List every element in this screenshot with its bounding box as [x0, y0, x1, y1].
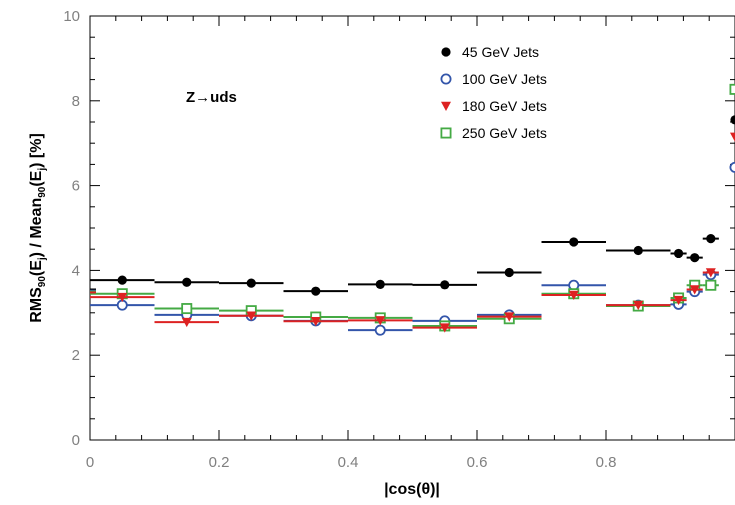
data-point: [673, 248, 684, 259]
series-0: [90, 115, 735, 296]
data-point: [246, 311, 257, 321]
data-point: [117, 275, 127, 285]
series-2: [90, 132, 735, 333]
y-tick-label: 8: [72, 93, 80, 110]
legend-label: 100 GeV Jets: [462, 71, 547, 87]
data-point: [375, 316, 386, 326]
data-point: [181, 303, 193, 315]
x-tick-label: 0.6: [467, 454, 488, 471]
data-point: [706, 234, 716, 244]
data-point: [182, 277, 192, 287]
legend-marker: [441, 47, 451, 57]
data-point: [730, 115, 735, 125]
data-point: [246, 278, 256, 288]
legend-label: 250 GeV Jets: [462, 125, 547, 141]
y-tick-label: 10: [63, 8, 80, 25]
data-point: [568, 290, 579, 300]
plot-frame: [89, 15, 735, 441]
data-point: [439, 323, 450, 333]
data-point: [729, 83, 735, 95]
data-point: [730, 132, 735, 142]
plot-annotation: Z→uds: [186, 89, 237, 106]
data-point: [673, 295, 684, 306]
data-point: [311, 286, 321, 296]
x-tick-label: 0.4: [338, 454, 359, 471]
data-point: [374, 324, 386, 336]
data-point: [504, 312, 515, 322]
legend: 45 GeV Jets 100 GeV Jets 180 GeV Jets 250 G…: [440, 44, 547, 141]
legend-marker: [441, 101, 451, 111]
data-point: [705, 279, 717, 291]
data-point: [375, 279, 385, 289]
data-point: [633, 300, 644, 311]
y-axis-title: RMS90(Ej) / Mean90(Ej) [%]: [28, 133, 48, 323]
y-tick-label: 2: [72, 347, 80, 364]
data-point: [310, 317, 321, 327]
marks-layer: [90, 83, 735, 336]
data-point: [705, 268, 716, 278]
series-3: [90, 83, 735, 332]
x-axis-title: |cos(θ)|: [384, 481, 440, 498]
data-point: [690, 253, 700, 263]
ticks-layer: 0 2 4 6 8 10 0 0.2 0.4 0.6 0.8: [63, 8, 735, 471]
y-tick-label: 4: [72, 262, 80, 279]
legend-marker: [440, 73, 452, 85]
data-point: [181, 317, 192, 328]
x-tick-label: 0.2: [209, 454, 230, 471]
data-point: [689, 285, 700, 295]
data-point: [729, 161, 735, 173]
x-tick-label: 0.8: [596, 454, 617, 471]
legend-marker: [440, 127, 452, 139]
y-tick-label: 6: [72, 178, 80, 195]
legend-label: 180 GeV Jets: [462, 98, 547, 114]
x-tick-label: 0: [86, 454, 94, 471]
data-point: [633, 245, 643, 256]
data-point: [569, 237, 579, 247]
data-point: [117, 292, 128, 303]
legend-label: 45 GeV Jets: [462, 44, 539, 60]
data-point: [504, 267, 514, 278]
data-point: [440, 280, 450, 290]
y-tick-label: 0: [72, 432, 80, 449]
